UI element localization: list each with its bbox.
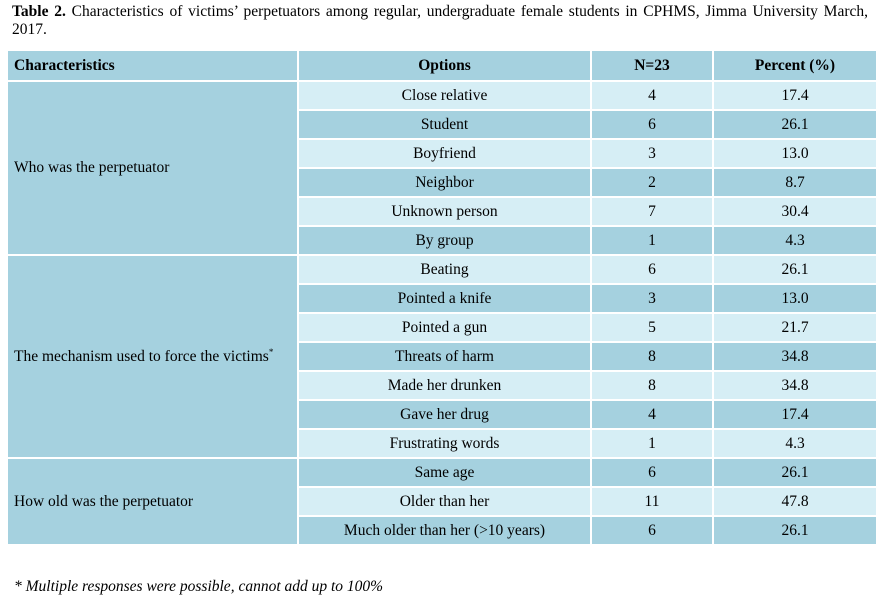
count-cell: 8 <box>592 343 712 370</box>
percent-cell: 17.4 <box>714 82 876 109</box>
table-row: The mechanism used to force the victims*… <box>8 256 876 457</box>
table-row: Neighbor 2 8.7 <box>8 169 876 196</box>
percent-cell: 26.1 <box>714 517 876 544</box>
percent-cell: 13.0 <box>714 140 876 167</box>
count-cell: 4 <box>592 401 712 428</box>
count-cell: 11 <box>592 488 712 515</box>
table-row: How old was the perpetuator Same age 6 26.1 <box>8 459 876 544</box>
count-cell: 3 <box>592 285 712 312</box>
characteristic-label: The mechanism used to force the victims <box>14 347 269 365</box>
option-cell: Close relative <box>299 82 590 109</box>
table-row: Made her drunken 8 34.8 <box>8 372 876 399</box>
option-cell: Same age <box>299 459 590 486</box>
percent-cell: 26.1 <box>714 256 876 283</box>
percent-cell: 8.7 <box>714 169 876 196</box>
count-cell: 1 <box>592 430 712 457</box>
count-cell: 2 <box>592 169 712 196</box>
table-row: Pointed a gun 5 21.7 <box>8 314 876 341</box>
table-row: Student 6 26.1 <box>8 111 876 138</box>
percent-cell: 4.3 <box>714 430 876 457</box>
header-percent: Percent (%) <box>714 51 876 80</box>
table-footnote: * Multiple responses were possible, cann… <box>14 578 384 595</box>
table-row: Who was the perpetuator Close relative 4 17… <box>8 82 876 254</box>
table-row: Gave her drug 4 17.4 <box>8 401 876 428</box>
percent-cell: 30.4 <box>714 198 876 225</box>
option-cell: Pointed a knife <box>299 285 590 312</box>
perpetrator-characteristics-table: Characteristics Options N=23 Percent (%)… <box>6 49 878 546</box>
option-cell: Pointed a gun <box>299 314 590 341</box>
option-cell: Much older than her (>10 years) <box>299 517 590 544</box>
count-cell: 6 <box>592 256 712 283</box>
option-cell: Neighbor <box>299 169 590 196</box>
header-options: Options <box>299 51 590 80</box>
percent-cell: 34.8 <box>714 372 876 399</box>
percent-cell: 13.0 <box>714 285 876 312</box>
table-body: Who was the perpetuator Close relative 4 17… <box>8 82 876 544</box>
percent-cell: 26.1 <box>714 459 876 486</box>
table-row: By group 1 4.3 <box>8 227 876 254</box>
percent-cell: 34.8 <box>714 343 876 370</box>
percent-cell: 17.4 <box>714 401 876 428</box>
header-row: Characteristics Options N=23 Percent (%) <box>8 51 876 80</box>
count-cell: 5 <box>592 314 712 341</box>
count-cell: 7 <box>592 198 712 225</box>
option-cell: Made her drunken <box>299 372 590 399</box>
characteristic-label: How old was the perpetuator <box>14 492 194 510</box>
count-cell: 3 <box>592 140 712 167</box>
table-row: Threats of harm 8 34.8 <box>8 343 876 370</box>
option-cell: Older than her <box>299 488 590 515</box>
percent-cell: 21.7 <box>714 314 876 341</box>
count-cell: 8 <box>592 372 712 399</box>
count-cell: 6 <box>592 517 712 544</box>
option-cell: Student <box>299 111 590 138</box>
table-row: Boyfriend 3 13.0 <box>8 140 876 167</box>
option-cell: Boyfriend <box>299 140 590 167</box>
count-cell: 6 <box>592 459 712 486</box>
table-caption: Table 2. Characteristics of victims’ per… <box>12 3 868 39</box>
characteristic-label: Who was the perpetuator <box>14 159 170 176</box>
table-row: Older than her 11 47.8 <box>8 488 876 515</box>
table-row: Unknown person 7 30.4 <box>8 198 876 225</box>
option-cell: By group <box>299 227 590 254</box>
header-characteristics: Characteristics <box>8 51 297 80</box>
count-cell: 6 <box>592 111 712 138</box>
percent-cell: 26.1 <box>714 111 876 138</box>
option-cell: Threats of harm <box>299 343 590 370</box>
count-cell: 1 <box>592 227 712 254</box>
footnote-marker: * <box>268 346 274 357</box>
table-row: Much older than her (>10 years) 6 26.1 <box>8 517 876 544</box>
characteristic-cell: How old was the perpetuator <box>8 459 297 544</box>
characteristic-cell: The mechanism used to force the victims* <box>8 256 297 457</box>
option-cell: Unknown person <box>299 198 590 225</box>
option-cell: Gave her drug <box>299 401 590 428</box>
count-cell: 4 <box>592 82 712 109</box>
table-label: Table 2. <box>12 3 66 20</box>
option-cell: Frustrating words <box>299 430 590 457</box>
header-n: N=23 <box>592 51 712 80</box>
percent-cell: 47.8 <box>714 488 876 515</box>
option-cell: Beating <box>299 256 590 283</box>
table-row: Frustrating words 1 4.3 <box>8 430 876 457</box>
table-row: Pointed a knife 3 13.0 <box>8 285 876 312</box>
table-title: Characteristics of victims’ perpetuators… <box>12 3 868 38</box>
percent-cell: 4.3 <box>714 227 876 254</box>
characteristic-cell: Who was the perpetuator <box>8 82 297 254</box>
